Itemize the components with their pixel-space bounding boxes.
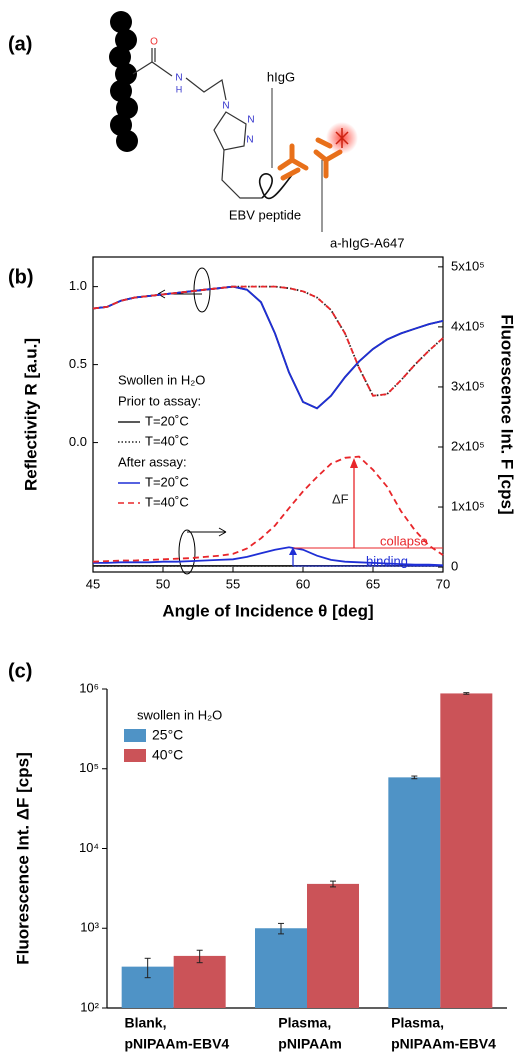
x-tick-label: Blank, — [124, 1015, 166, 1031]
atom-label: N — [247, 115, 254, 126]
reflectivity-line — [92, 285, 444, 397]
legend-label: 40°C — [152, 747, 183, 763]
y-tick-label: 10⁶ — [79, 680, 99, 695]
y-tick-label: 10⁵ — [79, 760, 99, 775]
atom-label: N — [246, 135, 253, 146]
bar — [388, 777, 441, 1008]
legend-title: Swollen in H₂O — [118, 372, 205, 387]
x-tick-label: 50 — [156, 576, 170, 591]
y-tick-label: 0.5 — [69, 356, 87, 371]
x-tick-label: 70 — [436, 576, 450, 591]
panel-label: (a) — [8, 33, 32, 55]
fluorescence-line — [92, 455, 444, 563]
panel-label: (c) — [8, 660, 32, 682]
atom-label: N — [222, 101, 229, 112]
error-bar — [411, 775, 418, 780]
x-tick-label: 45 — [86, 576, 100, 591]
x-tick-label: Plasma, — [278, 1015, 331, 1031]
legend-swatch — [124, 729, 146, 742]
y2-tick-label: 3x10⁵ — [451, 378, 485, 393]
x-tick-label: pNIPAAm — [278, 1036, 342, 1052]
error-bar — [196, 949, 203, 964]
diagram-label: EBV peptide — [229, 207, 301, 222]
x-axis-title: Angle of Incidence θ [deg] — [162, 601, 373, 620]
y-tick-label: 10⁴ — [79, 840, 99, 855]
error-bar — [144, 957, 151, 979]
linker-bonds — [132, 48, 293, 200]
arrow-head — [289, 547, 297, 555]
y2-axis-title: Fluorescence Int. F [cps] — [498, 314, 517, 514]
y-axis-title: Fluorescence Int. ΔF [cps] — [13, 752, 32, 964]
y2-tick-label: 0 — [451, 559, 458, 574]
panel-label: (b) — [8, 266, 34, 288]
error-bar — [330, 880, 336, 888]
diagram-label: a-hIgG-A647 — [330, 235, 404, 250]
y2-tick-label: 2x10⁵ — [451, 438, 485, 453]
x-tick-label: 60 — [296, 576, 310, 591]
bar — [173, 955, 226, 1008]
bar — [255, 928, 307, 1008]
y-axis-title: Reflectivity R [a.u.] — [21, 338, 40, 491]
x-tick-label: pNIPAAm-EBV4 — [124, 1036, 229, 1052]
legend-title: swollen in H₂O — [137, 707, 222, 722]
legend-group: Prior to assay: — [118, 393, 201, 408]
dye — [335, 128, 349, 148]
legend-label: T=40˚C — [145, 494, 189, 509]
error-bar — [278, 922, 284, 935]
y-tick-label: 10² — [80, 999, 99, 1014]
legend-swatch — [124, 749, 146, 762]
arrow-head — [350, 458, 358, 468]
legend-group: After assay: — [118, 454, 187, 469]
fluorescence-line — [93, 546, 444, 567]
legend-label: T=20˚C — [145, 413, 189, 428]
y2-tick-label: 4x10⁵ — [451, 318, 485, 333]
legend-label: 25°C — [152, 727, 183, 743]
y-tick-label: 10³ — [80, 920, 99, 935]
atom-label: O — [150, 37, 158, 48]
legend-label: T=20˚C — [145, 474, 189, 489]
error-bar — [463, 692, 470, 695]
bar — [440, 693, 493, 1008]
x-tick-label: pNIPAAm-EBV4 — [391, 1036, 496, 1052]
x-tick-label: 65 — [366, 576, 380, 591]
legend-label: T=40˚C — [145, 433, 189, 448]
x-tick-label: 55 — [226, 576, 240, 591]
atom-label: H — [176, 84, 183, 94]
atom-label: N — [175, 73, 182, 84]
annotation: ΔF — [332, 491, 349, 506]
polymer-beads — [109, 11, 138, 152]
y-tick-label: 0.0 — [69, 434, 87, 449]
annotation: collapse — [380, 533, 428, 548]
y2-tick-label: 5x10⁵ — [451, 258, 485, 273]
y2-tick-label: 1x10⁵ — [451, 498, 485, 513]
plot-frame — [92, 256, 444, 573]
bar — [307, 883, 359, 1008]
annotation: binding — [366, 553, 408, 568]
diagram-label: hIgG — [267, 69, 295, 84]
y-tick-label: 1.0 — [69, 278, 87, 293]
x-tick-label: Plasma, — [391, 1015, 444, 1031]
